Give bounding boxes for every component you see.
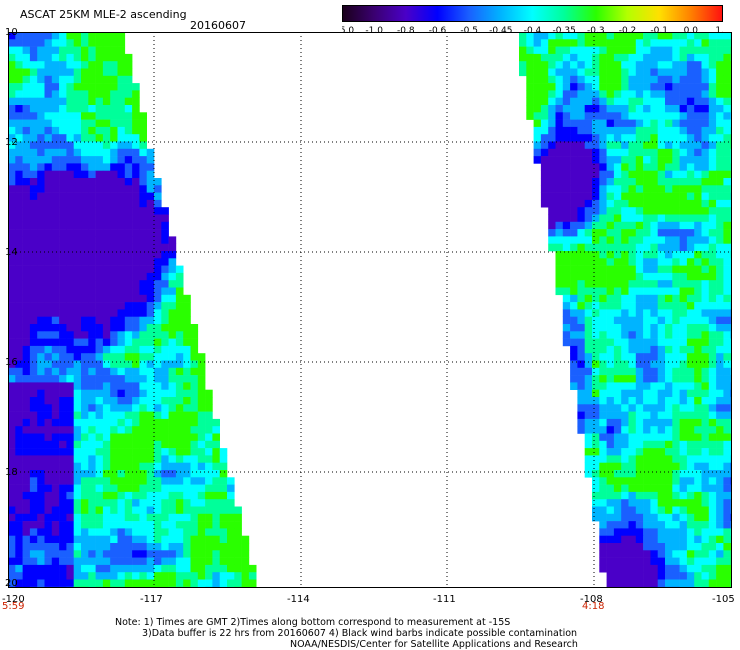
colorbar-label: -0.8: [397, 26, 415, 35]
colorbar-label: -0.6: [429, 26, 447, 35]
swath-map[interactable]: [8, 32, 732, 588]
colorbar: -15.0 -1.0 -0.8 -0.6 -0.5 -0.45 -0.4 -0.35 -0.3 -…: [342, 5, 724, 35]
colorbar-label: -0.3: [587, 26, 605, 35]
map-date: 20160607: [190, 19, 246, 32]
lat-label-14: 14: [5, 247, 18, 258]
colorbar-label: -0.1: [650, 26, 668, 35]
time-left: 5:59: [2, 601, 25, 612]
map-grid: [8, 32, 732, 588]
lat-label-12: 12: [5, 137, 18, 148]
swath-cells: [8, 32, 732, 588]
note-line-3: NOAA/NESDIS/Center for Satellite Applica…: [290, 639, 578, 650]
colorbar-label: -0.5: [460, 26, 478, 35]
lon-label-114: -114: [287, 594, 310, 605]
colorbar-label: -0.4: [524, 26, 542, 35]
colorbar-label: -0.2: [619, 26, 637, 35]
note-line-2: 3)Data buffer is 22 hrs from 20160607 4)…: [142, 628, 578, 639]
note-line-1: Note: 1) Times are GMT 2)Times along bot…: [115, 617, 511, 628]
time-right: 4:18: [582, 601, 605, 612]
colorbar-label: -0.45: [489, 26, 512, 35]
lon-label-120: -120: [2, 594, 25, 605]
map-frame: [8, 32, 732, 588]
lon-label-117: -117: [140, 594, 163, 605]
colorbar-label: -1.0: [365, 26, 383, 35]
colorbar-label: 1.0: [715, 26, 724, 35]
map-title: ASCAT 25KM MLE-2 ascending: [20, 8, 187, 21]
lat-label-20: 20: [5, 578, 18, 589]
lon-label-108: -108: [580, 594, 603, 605]
lon-label-111: -111: [433, 594, 456, 605]
lat-label-10: 10: [5, 27, 18, 38]
lon-label-105: -105: [712, 594, 735, 605]
lat-label-18: 18: [5, 467, 18, 478]
colorbar-label: -15.0: [342, 26, 354, 35]
colorbar-label: -0.35: [553, 26, 576, 35]
lat-label-16: 16: [5, 357, 18, 368]
colorbar-label: 0.0: [684, 26, 699, 35]
